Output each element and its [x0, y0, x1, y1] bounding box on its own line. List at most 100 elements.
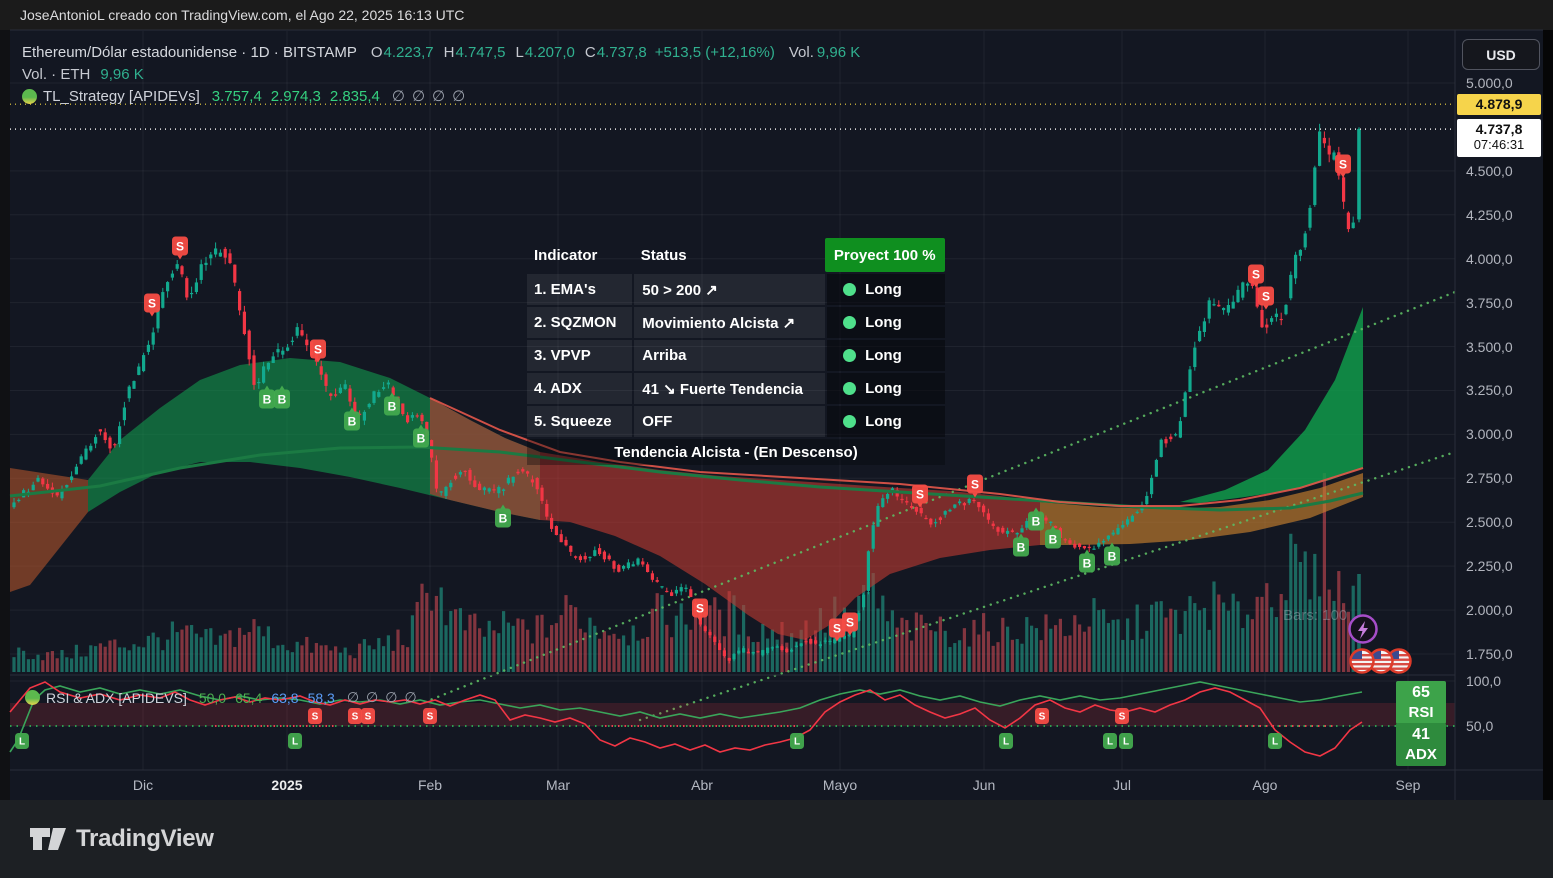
symbol-part-3: H [443, 44, 455, 61]
signal-dot-icon [843, 316, 857, 329]
svg-text:S: S [916, 487, 924, 501]
rsi-part-5: ∅ [346, 689, 360, 705]
tradingview-glyph [30, 828, 66, 850]
time-tick-mayo[interactable]: Mayo [822, 777, 858, 793]
symbol-part-7: C [584, 44, 596, 61]
last-price-value: 4.737,8 [1475, 121, 1523, 138]
svg-text:S: S [846, 615, 854, 629]
indicator-name: 4. ADX [527, 373, 633, 404]
green-mound [88, 358, 540, 520]
tradingview-logo[interactable]: TradingView [28, 825, 214, 853]
green-wedge [1180, 307, 1363, 503]
symbol-header-row[interactable]: Ethereum/Dólar estadounidense · 1D · BIT… [22, 44, 860, 61]
svg-text:L: L [1107, 737, 1113, 748]
strategy-header-row[interactable]: TL_Strategy [APIDEVs] 3.757,4 2.974,3 2.835… [22, 87, 465, 105]
time-tick-abr[interactable]: Abr [691, 777, 713, 793]
signal-text: Long [865, 347, 902, 364]
price-tick-label: 2.000,0 [1466, 602, 1513, 619]
symbol-part-5: L [515, 44, 524, 61]
time-tick-mar[interactable]: Mar [545, 777, 571, 793]
strategy-part-2: 2.974,3 [270, 87, 321, 105]
left-orange [10, 468, 88, 592]
indicator-row-5: 5. Squeeze OFF Long [527, 406, 946, 437]
indicator-name: 3. VPVP [527, 340, 633, 371]
strategy-icon [22, 88, 37, 104]
time-tick-sep[interactable]: Sep [1395, 777, 1421, 793]
us-flag-event-icon[interactable] [1388, 650, 1410, 672]
indicator-signal: Long [827, 274, 946, 305]
price-tick-label: 4.500,0 [1466, 162, 1513, 179]
strategy-part-4: ∅ [391, 88, 405, 105]
vol-part-1: 9,96 K [100, 66, 144, 83]
symbol-part-4: 4.747,5 [455, 44, 506, 61]
col-proyect: Proyect 100 % [824, 238, 945, 272]
vol-part-0: Vol. · ETH [22, 66, 91, 83]
svg-text:S: S [176, 239, 184, 253]
tradingview-logo-text: TradingView [76, 825, 214, 852]
time-tick-2025[interactable]: 2025 [271, 777, 303, 793]
svg-text:B: B [388, 399, 397, 413]
svg-text:S: S [971, 477, 979, 491]
indicator-status: Movimiento Alcista ↗ [634, 307, 826, 338]
svg-text:S: S [365, 712, 372, 723]
us-flag-event-icon[interactable] [1351, 650, 1373, 672]
time-tick-feb[interactable]: Feb [417, 777, 443, 793]
strategy-part-1: 3.757,4 [211, 87, 262, 105]
price-tick-label: 2.750,0 [1466, 470, 1513, 487]
rsi-part-3: 63,8 [271, 689, 299, 706]
currency-button[interactable]: USD [1462, 39, 1540, 70]
strategy-part-5: ∅ [411, 88, 426, 105]
bars-watermark: Bars: 100 [1283, 607, 1348, 624]
svg-text:B: B [348, 414, 357, 428]
attribution-bar: JoseAntonioL creado con TradingView.com,… [0, 0, 1553, 30]
adx-line [9, 681, 1363, 753]
strategy-part-3: 2.835,4 [329, 87, 380, 105]
svg-text:S: S [1119, 712, 1126, 723]
time-tick-dic[interactable]: Dic [132, 777, 154, 793]
time-tick-ago[interactable]: Ago [1252, 777, 1278, 793]
price-tick-label: 1.750,0 [1466, 645, 1513, 662]
countdown-timer: 07:46:31 [1473, 137, 1525, 153]
panel-header: Indicator Status Proyect 100 % [527, 238, 945, 272]
rsi-part-1: 50,0 [198, 689, 227, 706]
svg-text:S: S [1039, 712, 1046, 723]
signal-text: Long [865, 281, 902, 298]
svg-text:L: L [1272, 737, 1278, 748]
strategy-part-6: ∅ [432, 88, 446, 105]
trend-channel-line-1 [423, 290, 1457, 704]
time-tick-jul[interactable]: Jul [1113, 777, 1131, 793]
last-price-label: 4.737,8 07:46:31 [1457, 119, 1541, 158]
symbol-part-11: 9,96 K [816, 44, 861, 61]
symbol-part-2: 4.223,7 [383, 44, 434, 61]
indicator-row-3: 3. VPVP Arriba Long [527, 340, 946, 371]
rsi-part-0: RSI & ADX [APIDEVS] [46, 689, 187, 706]
indicator-signal: Long [827, 340, 946, 371]
svg-text:L: L [1003, 737, 1009, 748]
svg-text:B: B [1032, 514, 1041, 528]
symbol-part-9: +513,5 (+12,16%) [654, 44, 775, 61]
svg-text:S: S [352, 712, 359, 723]
candlesticks [12, 123, 1361, 664]
us-flag-event-icon[interactable] [1370, 650, 1392, 672]
svg-text:L: L [292, 737, 298, 748]
rsi-header-row[interactable]: RSI & ADX [APIDEVS] 50,0 65,4 63,8 58,3 ∅ ∅ ∅ ∅ [25, 689, 417, 706]
rsi-tick-label: 50,0 [1466, 718, 1494, 734]
indicator-name: 1. EMA's [527, 274, 633, 305]
rsi-badge: 65 RSI [1396, 681, 1446, 724]
svg-text:L: L [794, 737, 800, 748]
rsi-part-7: ∅ [385, 689, 398, 705]
indicator-status: Arriba [634, 340, 826, 371]
symbol-part-0: Ethereum/Dólar estadounidense · 1D · BIT… [22, 44, 357, 61]
time-tick-jun[interactable]: Jun [972, 777, 996, 793]
svg-text:S: S [833, 621, 841, 635]
rsi-adx-pane: L L L L L L LS S S S S S [9, 681, 1455, 757]
volume-header-row[interactable]: Vol. · ETH 9,96 K [22, 66, 144, 83]
red-blob [430, 398, 1040, 640]
svg-text:B: B [263, 392, 272, 406]
rsi-indicator-icon [25, 690, 40, 705]
indicator-signal: Long [827, 406, 946, 437]
price-tick-label: 2.500,0 [1466, 514, 1513, 531]
